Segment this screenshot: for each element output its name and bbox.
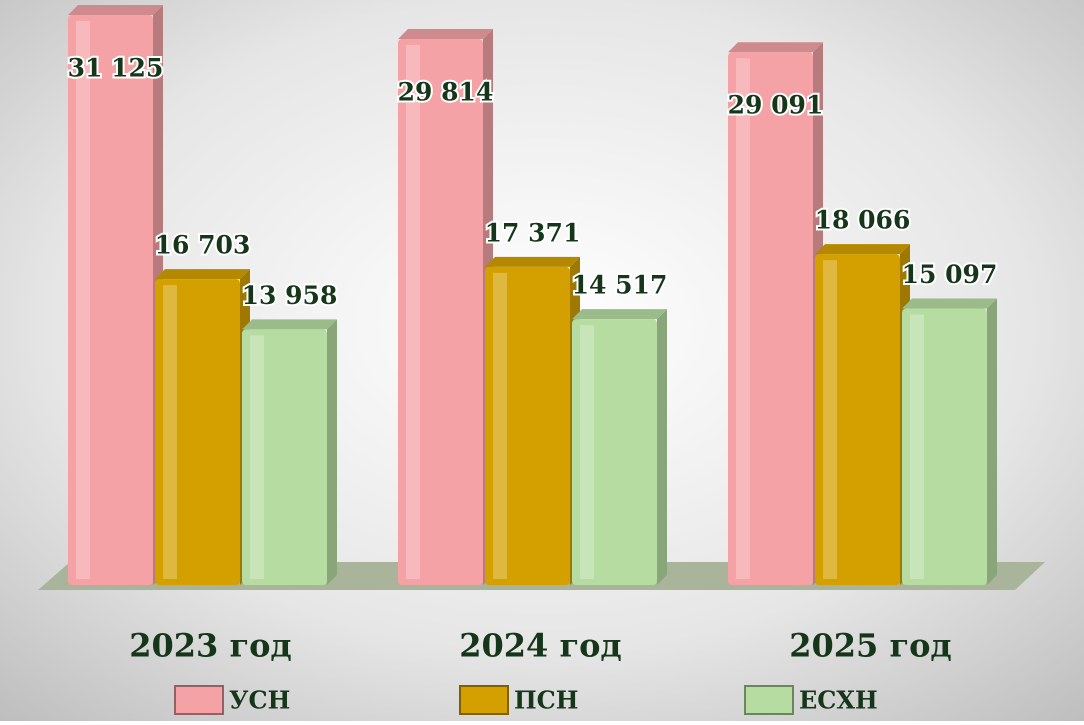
bar-top xyxy=(572,309,667,319)
value-label: 15 097 xyxy=(902,260,998,289)
value-label: 16 703 xyxy=(155,231,251,260)
bar-highlight xyxy=(493,273,507,579)
bar-top xyxy=(155,269,250,279)
legend-swatch xyxy=(745,686,793,714)
legend-label: ПСН xyxy=(514,686,578,715)
value-label: 14 517 xyxy=(572,271,668,300)
value-label: 29 091 xyxy=(728,91,824,120)
value-label: 13 958 xyxy=(242,281,338,310)
bar-top xyxy=(485,257,580,267)
value-label: 31 125 xyxy=(68,54,164,83)
chart: 31 125 16 703 13 958 2023 год 29 814 17 371 14… xyxy=(0,0,1084,721)
legend-swatch xyxy=(460,686,508,714)
bar-highlight xyxy=(406,45,420,579)
bar-top xyxy=(68,5,163,15)
bar-highlight xyxy=(76,21,90,579)
legend-swatch xyxy=(175,686,223,714)
bar-highlight xyxy=(823,260,837,579)
x-tick-label: 2024 год xyxy=(459,627,621,665)
bar-highlight xyxy=(580,325,594,579)
bar-side xyxy=(657,309,667,585)
bar-highlight xyxy=(163,285,177,579)
x-tick-label: 2023 год xyxy=(129,627,291,665)
legend-label: ЕСХН xyxy=(799,686,878,715)
bar-top xyxy=(242,319,337,329)
value-label: 17 371 xyxy=(485,218,581,247)
bar-highlight xyxy=(910,315,924,579)
bar-top xyxy=(728,42,823,52)
bar-side xyxy=(987,299,997,585)
bar-highlight xyxy=(250,335,264,579)
bar-top xyxy=(398,29,493,39)
bar-highlight xyxy=(736,58,750,579)
legend-label: УСН xyxy=(229,686,290,715)
value-label: 18 066 xyxy=(815,206,911,235)
bar-side xyxy=(327,319,337,585)
value-label: 29 814 xyxy=(398,78,494,107)
bar-top xyxy=(815,244,910,254)
x-tick-label: 2025 год xyxy=(789,627,951,665)
bar-top xyxy=(902,299,997,309)
